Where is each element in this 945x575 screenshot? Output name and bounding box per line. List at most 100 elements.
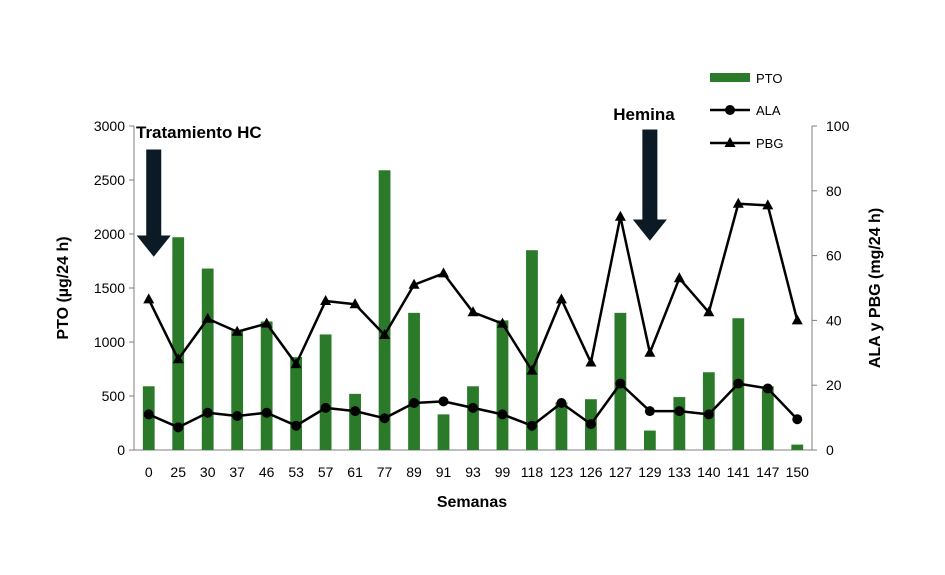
y-axis-title-left: PTO (µg/24 h) xyxy=(55,236,72,339)
bar xyxy=(555,402,568,450)
bar xyxy=(201,268,214,450)
x-tick-label: 37 xyxy=(229,464,245,480)
point-pbg xyxy=(143,293,155,304)
point-pbg xyxy=(172,353,184,364)
x-tick-label: 123 xyxy=(550,464,574,480)
bar xyxy=(172,237,185,450)
x-tick-label: 150 xyxy=(786,464,810,480)
point-ala xyxy=(674,406,685,417)
point-ala xyxy=(644,406,655,417)
y-tick-label-right: 0 xyxy=(826,442,834,458)
x-tick-label: 127 xyxy=(609,464,633,480)
bar xyxy=(260,321,273,450)
x-tick-label: 141 xyxy=(727,464,751,480)
bar xyxy=(290,357,303,450)
x-tick-label: 46 xyxy=(259,464,275,480)
y-tick-label-right: 80 xyxy=(826,183,842,199)
point-pbg xyxy=(585,356,597,367)
bar xyxy=(231,331,244,450)
point-pbg xyxy=(703,306,715,317)
y-tick-label-right: 40 xyxy=(826,312,842,328)
point-ala xyxy=(497,409,508,420)
legend-label-ala: ALA xyxy=(756,103,781,118)
y-tick-label-left: 1000 xyxy=(94,334,125,350)
bar xyxy=(378,170,391,450)
point-pbg xyxy=(496,317,508,328)
bar xyxy=(349,393,361,450)
down-arrow-icon xyxy=(632,129,667,241)
point-pbg xyxy=(290,358,302,369)
x-tick-label: 61 xyxy=(347,464,363,480)
x-tick-label: 147 xyxy=(756,464,780,480)
point-ala xyxy=(143,409,154,420)
x-tick-label: 57 xyxy=(318,464,334,480)
x-tick-label: 133 xyxy=(668,464,692,480)
x-tick-label: 126 xyxy=(579,464,603,480)
bar xyxy=(526,250,538,450)
bar xyxy=(437,414,450,450)
legend-swatch-pto xyxy=(710,73,750,82)
point-ala xyxy=(762,383,773,394)
legend-marker-ala xyxy=(725,105,735,115)
point-pbg xyxy=(202,312,214,323)
point-ala xyxy=(703,409,714,420)
x-tick-label: 99 xyxy=(495,464,511,480)
x-tick-label: 30 xyxy=(200,464,216,480)
x-tick-label: 77 xyxy=(377,464,393,480)
point-pbg xyxy=(791,314,803,325)
x-tick-label: 91 xyxy=(436,464,452,480)
point-pbg xyxy=(673,272,685,283)
x-tick-label: 118 xyxy=(521,464,544,480)
point-ala xyxy=(261,407,272,418)
bar xyxy=(408,312,420,450)
point-ala xyxy=(291,420,302,431)
bar xyxy=(319,334,332,450)
legend-label-pbg: PBG xyxy=(756,136,783,151)
x-tick-label: 53 xyxy=(288,464,304,480)
point-ala xyxy=(409,398,420,409)
annotation-label: Hemina xyxy=(613,105,675,124)
point-pbg xyxy=(379,328,391,339)
point-pbg xyxy=(644,346,656,357)
y-tick-label-right: 20 xyxy=(826,377,842,393)
y-tick-label-left: 2000 xyxy=(94,226,125,242)
bar xyxy=(791,444,804,450)
point-pbg xyxy=(762,199,774,210)
point-pbg xyxy=(349,298,361,309)
y-tick-label-left: 2500 xyxy=(94,172,125,188)
down-arrow-icon xyxy=(136,149,171,257)
annotations: Tratamiento HC Hemina xyxy=(136,105,675,257)
point-pbg xyxy=(555,293,567,304)
bar xyxy=(761,386,774,450)
annotation-label: Tratamiento HC xyxy=(136,123,262,142)
point-ala xyxy=(320,402,331,413)
point-ala xyxy=(232,410,243,421)
bar xyxy=(673,397,686,450)
point-ala xyxy=(792,414,803,425)
x-tick-label: 89 xyxy=(406,464,422,480)
y-tick-label-left: 500 xyxy=(102,388,126,404)
legend: PTO ALA PBG xyxy=(710,71,783,151)
point-pbg xyxy=(438,267,450,278)
y-tick-label-right: 100 xyxy=(826,118,850,134)
x-tick-label: 93 xyxy=(465,464,481,480)
point-ala xyxy=(438,396,449,407)
y-tick-label-left: 0 xyxy=(117,442,125,458)
line-series xyxy=(143,197,803,433)
legend-marker-pbg xyxy=(724,137,736,147)
point-pbg xyxy=(467,306,479,317)
x-tick-label: 140 xyxy=(697,464,721,480)
point-pbg xyxy=(231,325,243,336)
point-ala xyxy=(173,422,184,433)
y-tick-label-left: 3000 xyxy=(94,118,125,134)
point-pbg xyxy=(408,278,420,289)
x-tick-label: 25 xyxy=(170,464,186,480)
point-ala xyxy=(379,413,390,424)
point-pbg xyxy=(732,197,744,208)
point-pbg xyxy=(320,294,332,305)
y-tick-label-right: 60 xyxy=(826,248,842,264)
point-pbg xyxy=(614,210,626,221)
bar xyxy=(496,320,509,450)
